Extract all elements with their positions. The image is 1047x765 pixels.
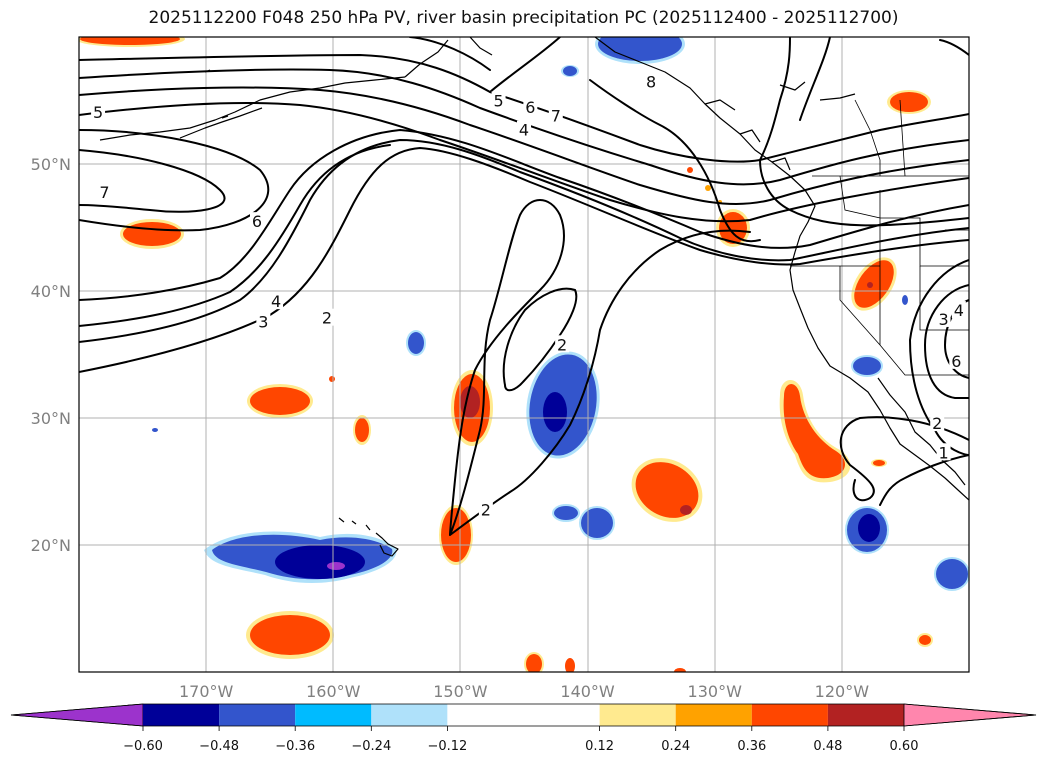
contour-label: 6 [525, 98, 535, 117]
longitude-tick-labels: 170°W 160°W 150°W 140°W 130°W 120°W [179, 682, 869, 701]
colorbar-segment [599, 704, 676, 726]
colorbar-segment [371, 704, 448, 726]
colorbar-tick-label: 0.48 [813, 739, 842, 754]
contour-label-background [250, 212, 264, 230]
contour-label-background [930, 414, 945, 432]
contour-label: 5 [93, 103, 103, 122]
colorbar-segment [675, 704, 752, 726]
colorbar-tick-label: 0.12 [585, 739, 614, 754]
colorbar-extend-low [10, 703, 144, 727]
colorbar-tick-label: 0.60 [890, 739, 919, 754]
contour-label-background [523, 97, 538, 115]
contour-label: 7 [99, 183, 109, 202]
contour-label-background [936, 443, 951, 461]
contour-label-background [951, 301, 966, 319]
map-title: 2025112200 F048 250 hPa PV, river basin … [148, 8, 899, 28]
contour-label-background [97, 182, 112, 200]
latitude-tick-label: 50°N [31, 155, 71, 174]
longitude-tick-label: 160°W [306, 682, 361, 701]
coastlines [99, 37, 969, 557]
contour-label-background [256, 312, 271, 330]
latitude-tick-labels: 20°N 30°N 40°N 50°N [31, 155, 71, 555]
colorbar-extend-high [903, 703, 1037, 727]
colorbar-segment [219, 704, 296, 726]
contour-label: 6 [951, 352, 961, 371]
contour-label-background [269, 292, 284, 310]
contour-label-background [319, 308, 334, 326]
contour-label: 1 [938, 443, 948, 462]
contour-label-background [478, 500, 493, 518]
contour-label: 2 [481, 500, 491, 519]
contour-label-background [491, 91, 506, 109]
contour-label: 5 [493, 92, 503, 111]
contour-label: 8 [646, 72, 656, 91]
pv-contours [79, 37, 969, 536]
longitude-tick-label: 170°W [179, 682, 234, 701]
longitude-tick-label: 130°W [688, 682, 743, 701]
colorbar-tick-label: −0.36 [275, 739, 315, 754]
contour-label-background [91, 102, 106, 120]
colorbar-tick-label: 0.24 [661, 739, 690, 754]
negative-anomaly-region [152, 37, 969, 591]
map-frame [78, 36, 970, 673]
latitude-tick-label: 30°N [31, 409, 71, 428]
contour-label: 2 [557, 335, 567, 354]
contour-label-background [517, 120, 531, 138]
colorbar: −0.60 −0.48 −0.36 −0.24 −0.12 0.12 0.24 0.36 0.4… [10, 703, 1037, 754]
contour-label: 2 [932, 414, 942, 433]
contour-label: 6 [252, 212, 262, 231]
contour-label-background [555, 335, 570, 353]
contour-label: 4 [519, 121, 529, 140]
contour-label-background [949, 351, 964, 369]
colorbar-segment [447, 704, 600, 726]
contour-label-background [644, 72, 659, 90]
colorbar-tick-label: −0.60 [123, 739, 163, 754]
longitude-tick-label: 140°W [560, 682, 615, 701]
colorbar-tick-label: −0.24 [351, 739, 391, 754]
contour-label: 3 [258, 312, 268, 331]
contour-label: 2 [322, 309, 332, 328]
colorbar-tick-label: 0.36 [737, 739, 766, 754]
contour-label: 4 [271, 292, 281, 311]
colorbar-segment [827, 704, 904, 726]
contour-label: 7 [551, 107, 561, 126]
longitude-tick-label: 150°W [433, 682, 488, 701]
longitude-tick-label: 120°W [815, 682, 870, 701]
contour-label: 4 [954, 301, 964, 320]
colorbar-segment [295, 704, 372, 726]
colorbar-tick-label: −0.12 [427, 739, 467, 754]
colorbar-tick-label: −0.48 [199, 739, 239, 754]
contour-label: 3 [938, 310, 948, 329]
latitude-tick-label: 40°N [31, 282, 71, 301]
colorbar-segment [143, 704, 220, 726]
contour-label-background [936, 309, 951, 327]
latitude-tick-label: 20°N [31, 536, 71, 555]
colorbar-segment [751, 704, 828, 726]
contour-label-background [548, 106, 563, 124]
